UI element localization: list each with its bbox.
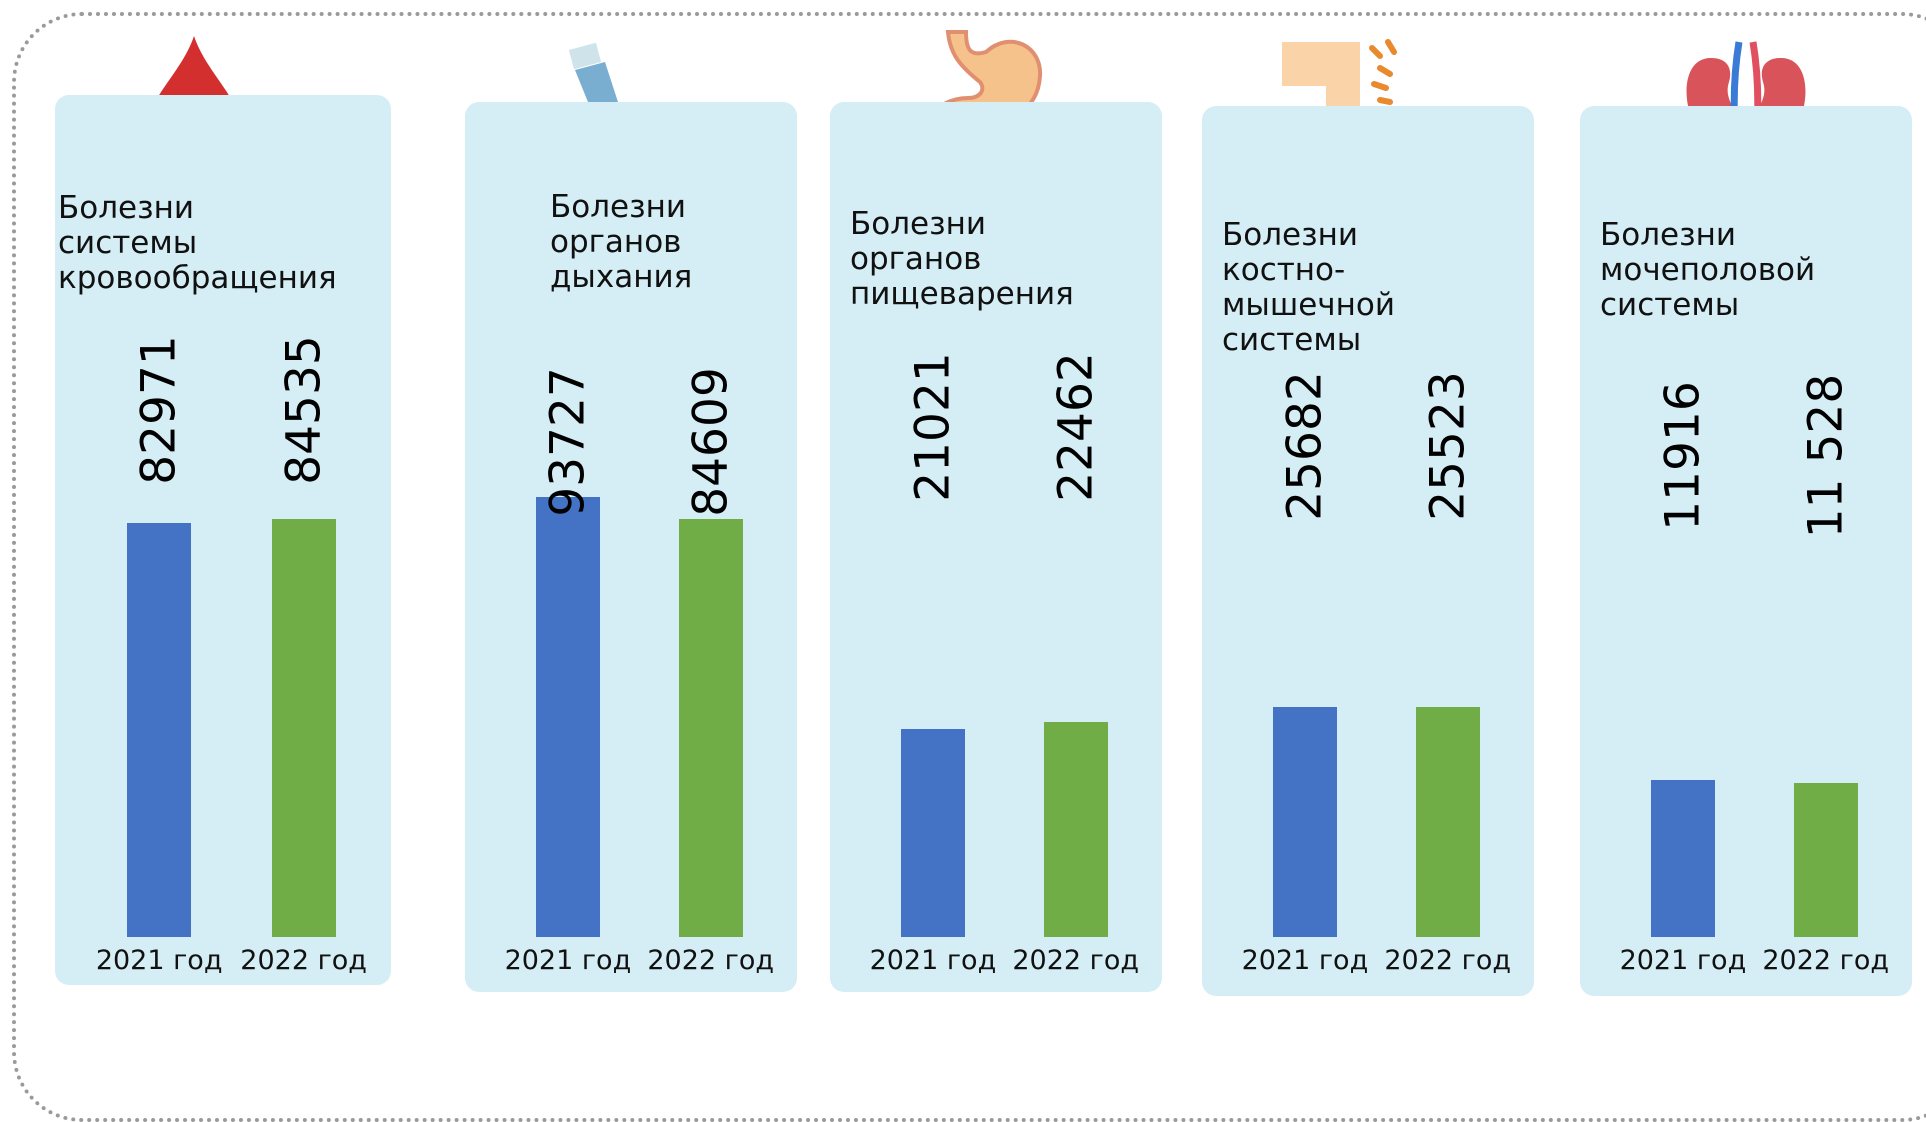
panel-title: Болезни органов дыхания [550, 189, 693, 295]
value-label: 11916 [1655, 381, 1711, 531]
bar [1272, 706, 1337, 937]
category-label: 2021 год [95, 945, 223, 976]
panel-title: Болезни системы кровообращения [58, 190, 337, 296]
value-label: 84609 [683, 367, 739, 517]
category-label: 2022 год [240, 945, 367, 976]
category-label: 2022 год [1012, 945, 1140, 976]
bar [900, 728, 965, 937]
value-label: 11 528 [1798, 373, 1854, 539]
value-label: 25682 [1277, 371, 1333, 521]
bar [271, 519, 336, 937]
value-label: 25523 [1420, 371, 1476, 521]
value-label: 21021 [905, 352, 961, 502]
category-label: 2021 год [869, 945, 997, 976]
bar [678, 518, 743, 937]
bar [127, 523, 192, 937]
category-label: 2021 год [1619, 945, 1747, 976]
category-label: 2022 год [1384, 945, 1512, 976]
panel: Болезни системы кровообращения 82971 2021 … [55, 95, 391, 985]
category-label: 2022 год [1762, 945, 1890, 976]
panel: Болезни органов пищеварения 21021 2021 год… [830, 102, 1162, 992]
value-label: 22462 [1048, 352, 1104, 502]
value-label: 93727 [540, 367, 596, 517]
panel: Болезни костно- мышечной системы 25682 202… [1202, 106, 1534, 996]
bar [535, 497, 600, 937]
category-label: 2022 год [647, 945, 775, 976]
value-label: 82971 [131, 335, 187, 485]
category-label: 2021 год [504, 945, 632, 976]
bar [1793, 782, 1858, 937]
category-label: 2021 год [1241, 945, 1369, 976]
panel-title: Болезни органов пищеварения [850, 206, 1074, 312]
panel-title: Болезни костно- мышечной системы [1222, 217, 1395, 358]
panel: Болезни мочеполовой системы 11916 2021 год… [1580, 106, 1912, 996]
bar [1415, 707, 1480, 937]
page: (() => { const data = JSON.parse(documen… [12, 12, 1926, 1122]
panel-title: Болезни мочеполовой системы [1600, 217, 1816, 323]
value-label: 84535 [276, 335, 332, 485]
panel: Болезни органов дыхания 93727 2021 год 8460… [465, 102, 797, 992]
bar [1650, 780, 1715, 937]
bar [1043, 721, 1108, 937]
